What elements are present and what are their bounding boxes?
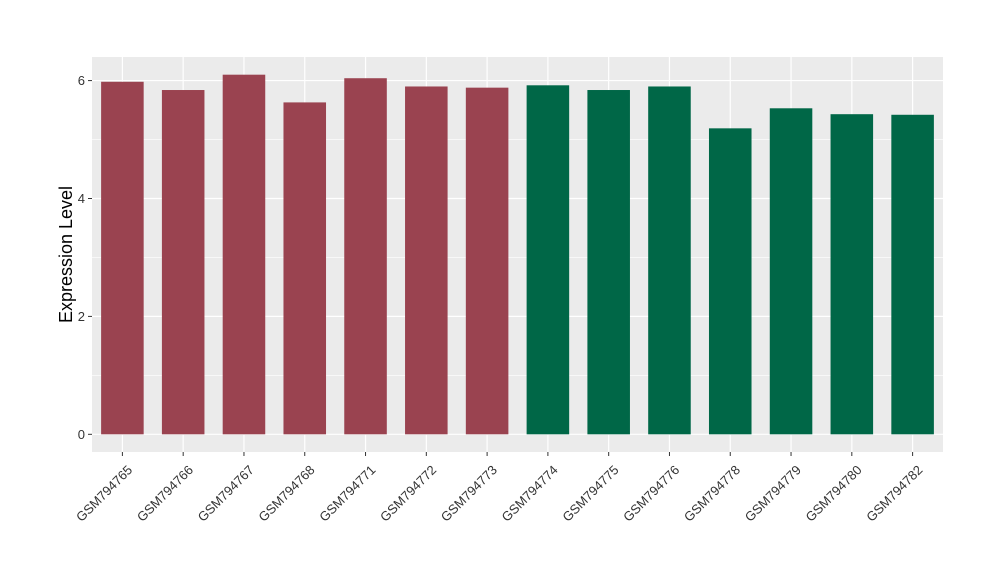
y-tick-label: 4 [78,191,85,206]
x-tick-label: GSM794775 [559,462,621,524]
bar-gsm794774 [526,85,570,435]
x-tick-label: GSM794776 [620,462,682,524]
bar-gsm794775 [587,90,630,435]
x-axis: GSM794765GSM794766GSM794767GSM794768GSM7… [73,452,926,525]
x-tick-label: GSM794774 [499,462,561,524]
x-tick-label: GSM794782 [863,462,925,524]
x-tick-label: GSM794771 [316,462,378,524]
x-tick-label: GSM794767 [195,462,257,524]
x-tick-label: GSM794768 [255,462,317,524]
bar-gsm794768 [283,102,327,435]
bars [101,74,934,435]
y-tick-label: 2 [78,309,85,324]
x-tick-label: GSM794778 [681,462,743,524]
bar-gsm794766 [161,90,205,435]
x-tick-label: GSM794766 [134,462,196,524]
bar-gsm794771 [344,78,387,435]
y-axis-title: Expression Level [56,186,76,323]
bar-gsm794767 [222,74,266,435]
y-tick-label: 6 [78,73,85,88]
x-tick-label: GSM794779 [742,462,804,524]
x-tick-label: GSM794765 [73,462,135,524]
x-tick-label: GSM794773 [438,462,500,524]
x-tick-label: GSM794780 [803,462,865,524]
bar-gsm794776 [648,86,691,435]
bar-gsm794780 [830,114,874,435]
bar-gsm794782 [891,114,934,435]
bar-gsm794765 [101,81,144,435]
bar-gsm794778 [708,128,752,435]
x-tick-label: GSM794772 [377,462,439,524]
bar-gsm794773 [465,87,509,435]
y-axis: 0 2 4 6 [78,73,92,442]
y-tick-label: 0 [78,427,85,442]
plot-panel [92,57,943,452]
bar-gsm794779 [769,108,813,435]
bar-gsm794772 [405,86,448,435]
